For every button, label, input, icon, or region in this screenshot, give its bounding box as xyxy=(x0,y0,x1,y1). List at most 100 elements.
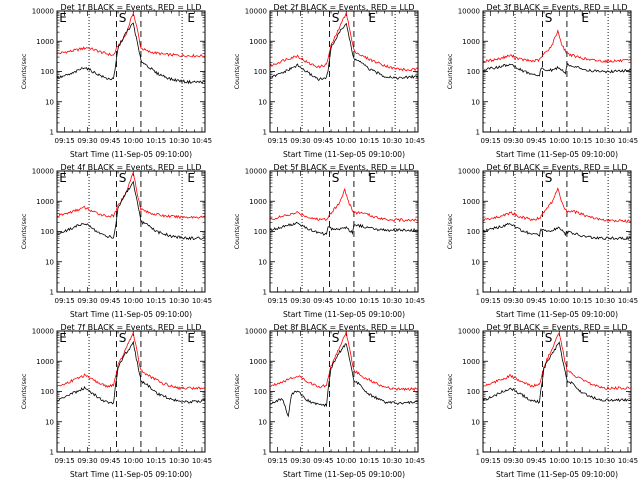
y-tick-label: 10 xyxy=(258,418,267,426)
y-tick-label: 1 xyxy=(50,449,54,457)
x-tick-label: 09:15 xyxy=(481,137,501,145)
x-tick-label: 10:30 xyxy=(595,297,615,305)
marker-label: E xyxy=(581,11,589,25)
y-tick-label: 10000 xyxy=(245,8,267,16)
x-tick-label: 10:15 xyxy=(572,297,592,305)
plot-frame xyxy=(482,10,632,133)
y-tick-label: 100 xyxy=(41,388,54,396)
x-tick-label: 10:00 xyxy=(336,297,356,305)
x-tick-label: 10:45 xyxy=(618,137,638,145)
y-axis-label: Counts/sec xyxy=(233,373,241,409)
series-line-events xyxy=(270,343,418,418)
y-tick-label: 10000 xyxy=(32,328,54,336)
x-tick-label: 09:15 xyxy=(268,457,288,465)
chart-panel-1: Det 1f BLACK = Events, RED = LLD Start Ti… xyxy=(20,3,212,159)
series-group xyxy=(483,29,631,77)
series-line-lld xyxy=(57,332,205,391)
x-tick-label: 09:30 xyxy=(77,457,97,465)
y-tick-label: 100 xyxy=(41,228,54,236)
marker-label: S xyxy=(332,11,340,25)
x-tick-label: 09:30 xyxy=(503,297,523,305)
y-tick-label: 1 xyxy=(263,129,267,137)
x-tick-label: 10:15 xyxy=(146,297,166,305)
series-line-lld xyxy=(483,187,631,223)
x-tick-label: 09:30 xyxy=(77,137,97,145)
series-line-events xyxy=(483,62,631,77)
plot-frame xyxy=(56,170,206,293)
marker-label: E xyxy=(59,331,67,345)
marker-label: E xyxy=(368,171,376,185)
x-tick-label: 10:00 xyxy=(549,457,569,465)
x-tick-label: 10:45 xyxy=(192,137,212,145)
y-axis-label: Counts/sec xyxy=(446,373,454,409)
y-tick-label: 10 xyxy=(471,258,480,266)
y-axis-label: Counts/sec xyxy=(233,53,241,89)
series-line-events xyxy=(270,22,418,82)
chart-title: Det 9f BLACK = Events, RED = LLD xyxy=(486,323,627,332)
marker-label: S xyxy=(545,331,553,345)
y-tick-label: 10 xyxy=(45,418,54,426)
marker-label: S xyxy=(545,171,553,185)
x-tick-label: 09:15 xyxy=(481,457,501,465)
x-axis-label: Start Time (11-Sep-05 09:10:00) xyxy=(283,310,405,319)
series-line-lld xyxy=(270,12,418,72)
marker-label: E xyxy=(187,171,195,185)
y-tick-label: 10 xyxy=(258,98,267,106)
x-tick-label: 10:00 xyxy=(123,457,143,465)
plot-frame xyxy=(269,10,419,133)
x-tick-label: 10:30 xyxy=(382,457,402,465)
y-tick-label: 10000 xyxy=(32,8,54,16)
plot-frame xyxy=(482,170,632,293)
x-tick-label: 09:30 xyxy=(77,297,97,305)
x-tick-label: 10:00 xyxy=(336,457,356,465)
chart-title: Det 8f BLACK = Events, RED = LLD xyxy=(273,323,414,332)
x-tick-label: 09:45 xyxy=(313,137,333,145)
marker-label: E xyxy=(368,11,376,25)
y-tick-label: 10 xyxy=(471,418,480,426)
series-line-lld xyxy=(57,171,205,220)
plot-frame xyxy=(56,10,206,133)
x-axis-label: Start Time (11-Sep-05 09:10:00) xyxy=(496,310,618,319)
x-tick-label: 10:45 xyxy=(192,297,212,305)
y-tick-label: 10000 xyxy=(458,168,480,176)
x-tick-label: 09:30 xyxy=(503,137,523,145)
plot-frame xyxy=(56,330,206,453)
y-tick-label: 1000 xyxy=(462,358,480,366)
marker-label: S xyxy=(119,11,127,25)
x-tick-label: 10:30 xyxy=(595,137,615,145)
x-tick-label: 09:45 xyxy=(526,297,546,305)
x-tick-label: 09:15 xyxy=(55,137,75,145)
x-tick-label: 09:15 xyxy=(268,137,288,145)
y-tick-label: 1000 xyxy=(249,358,267,366)
x-tick-label: 10:00 xyxy=(123,137,143,145)
plot-frame xyxy=(269,170,419,293)
x-axis-label: Start Time (11-Sep-05 09:10:00) xyxy=(283,150,405,159)
x-tick-label: 10:45 xyxy=(618,297,638,305)
x-tick-label: 09:30 xyxy=(290,137,310,145)
x-tick-label: 09:15 xyxy=(481,297,501,305)
series-line-events xyxy=(270,221,418,236)
marker-label: S xyxy=(545,11,553,25)
y-tick-label: 1000 xyxy=(249,198,267,206)
x-tick-label: 10:00 xyxy=(549,297,569,305)
x-tick-label: 10:00 xyxy=(336,137,356,145)
series-line-lld xyxy=(483,29,631,64)
series-line-events xyxy=(483,341,631,404)
y-tick-label: 10 xyxy=(471,98,480,106)
marker-label: E xyxy=(187,11,195,25)
y-tick-label: 10000 xyxy=(458,328,480,336)
y-axis-label: Counts/sec xyxy=(20,373,28,409)
series-group xyxy=(483,331,631,404)
y-tick-label: 10 xyxy=(258,258,267,266)
y-tick-label: 100 xyxy=(467,228,480,236)
series-line-lld xyxy=(57,12,205,58)
x-tick-label: 10:30 xyxy=(169,137,189,145)
series-line-lld xyxy=(483,331,631,390)
x-tick-label: 10:15 xyxy=(146,457,166,465)
x-tick-label: 10:45 xyxy=(618,457,638,465)
series-line-lld xyxy=(270,187,418,223)
x-tick-label: 10:45 xyxy=(405,137,425,145)
y-tick-label: 10000 xyxy=(458,8,480,16)
plot-frame xyxy=(482,330,632,453)
